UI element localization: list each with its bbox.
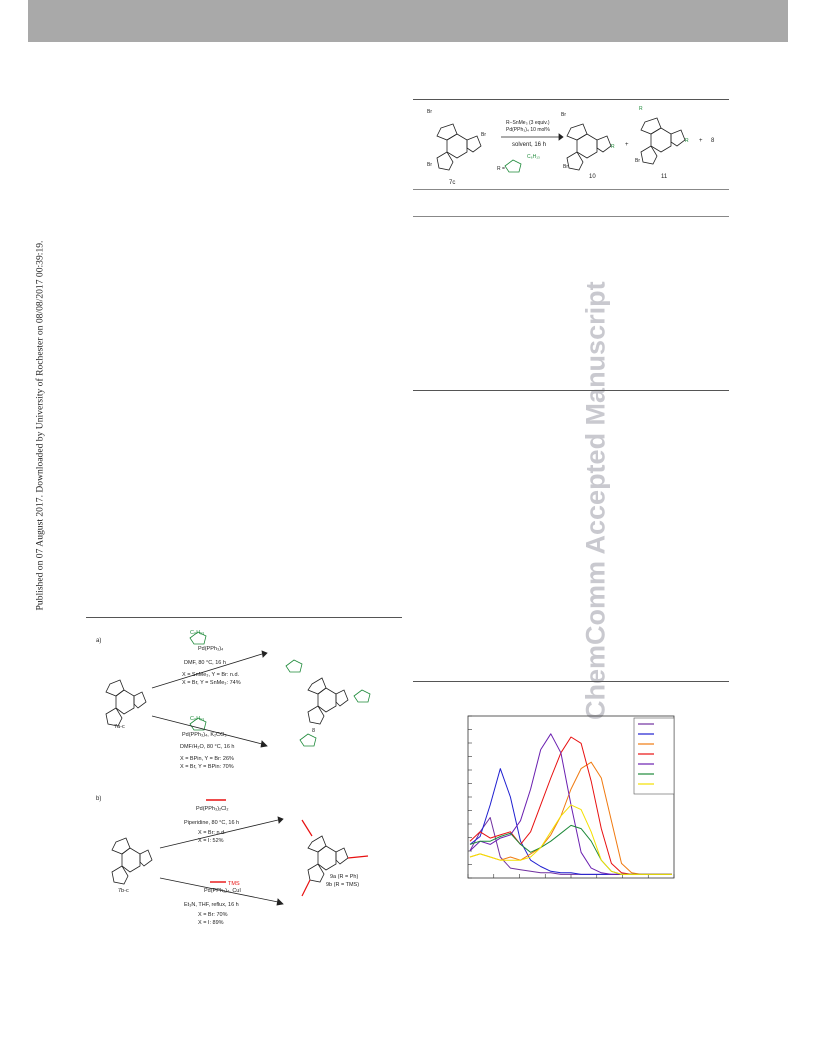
spectrum-series-6 (469, 824, 672, 875)
svg-text:Br: Br (563, 164, 568, 170)
scheme-a-lower-conditions: DMF/H₂O, 80 °C, 16 h (180, 744, 234, 750)
scheme-b-lower-conditions: Et₃N, THF, reflux, 16 h (184, 902, 239, 908)
spectrum-series-1 (469, 817, 672, 875)
scheme-a: a) C₆H₁₃ Pd(PPh₃)₄ DMF, 80 °C, 16 h X = … (96, 630, 371, 770)
scheme-a-lower-yield-1: X = BPin, Y = Br: 26% (180, 756, 234, 762)
scheme-b-upper-catalyst: Pd(PPh₃)₂Cl₂ (196, 806, 229, 812)
accepted-manuscript-watermark: ChemComm Accepted Manuscript (580, 281, 611, 720)
scheme-b-product-1: 9a (R = Ph) (330, 874, 358, 880)
scheme-b-panel-label: b) (96, 796, 101, 802)
scheme-reagent-3: solvent, 16 h (512, 142, 546, 148)
scheme-a-upper-yield-2: X = Br, Y = SnMe₃: 74% (182, 680, 241, 686)
scheme-b-lower-yield-1: X = Br: 70% (198, 912, 228, 918)
table-bottom-rule (413, 390, 729, 391)
scheme-a-upper-conditions: DMF, 80 °C, 16 h (184, 660, 226, 666)
svg-text:R: R (611, 144, 615, 150)
spectrum-series-3 (469, 761, 672, 875)
scheme-b-start-label: 7b-c (118, 888, 129, 894)
table-head-rule (413, 189, 729, 190)
svg-text:R: R (685, 138, 689, 144)
journal-header-bar (28, 0, 788, 42)
scheme-label-8: 8 (711, 138, 715, 144)
scheme-a-panel-label: a) (96, 638, 101, 644)
scheme-b-lower-reagent: TMS (228, 881, 240, 887)
scheme-reagent-1: R−SnMe₃ (3 equiv.) (506, 120, 550, 126)
svg-text:Br: Br (635, 158, 640, 164)
scheme-label-7c: 7c (449, 180, 455, 186)
scheme-label-10: 10 (589, 174, 596, 180)
figure-top-rule (413, 681, 729, 682)
scheme-reagent-2: Pd(PPh₃)₄ 10 mol% (506, 127, 550, 133)
scheme-a-product-label: 8 (312, 728, 315, 734)
svg-text:Br: Br (481, 132, 486, 138)
scheme-a-lower-yield-2: X = Br, Y = BPin: 70% (180, 764, 234, 770)
table-body-rule (413, 216, 729, 217)
publication-note: Published on 07 August 2017. Downloaded … (34, 240, 46, 611)
table-scheme: Br Br Br 7c R−SnMe₃ (3 equiv.) Pd(PPh₃)₄ 1… (427, 106, 715, 186)
chart-legend-box (633, 717, 675, 795)
scheme-a-lower-catalyst: Pd(PPh₃)₄, K₂CO₃ (182, 732, 227, 738)
scheme-b-lower-yield-2: X = I: 89% (198, 920, 224, 926)
scheme-plus-1: + (625, 142, 629, 148)
svg-text:Br: Br (561, 112, 566, 118)
scheme-top-rule (86, 617, 402, 618)
scheme-a-upper-yield-1: X = SnMe₃, Y = Br: n.d. (182, 672, 240, 678)
svg-text:Br: Br (427, 162, 432, 168)
scheme-b-product-2: 9b (R = TMS) (326, 882, 359, 888)
table-top-rule (413, 99, 729, 100)
scheme-plus-2: + (699, 138, 703, 144)
svg-text:R: R (639, 106, 643, 112)
spectrum-series-7 (469, 804, 672, 875)
scheme-b: b) Pd(PPh₃)₂Cl₂ Piperidine, 80 °C, 16 h … (96, 796, 369, 926)
scheme-a-upper-catalyst: Pd(PPh₃)₄ (198, 646, 224, 652)
scheme-b-upper-yield-2: X = I: 52% (198, 838, 224, 844)
scheme-label-11: 11 (661, 174, 668, 180)
absorption-spectrum-chart (467, 715, 675, 879)
scheme-r-equals: R = (497, 166, 505, 172)
scheme-b-upper-conditions: Piperidine, 80 °C, 16 h (184, 820, 239, 826)
svg-text:Br: Br (427, 109, 432, 115)
scheme-b-upper-yield-1: X = Br: n.d. (198, 830, 226, 836)
scheme-a-start-label: 7a-c (114, 724, 125, 730)
scheme-c6h13: C₆H₁₃ (527, 154, 540, 160)
